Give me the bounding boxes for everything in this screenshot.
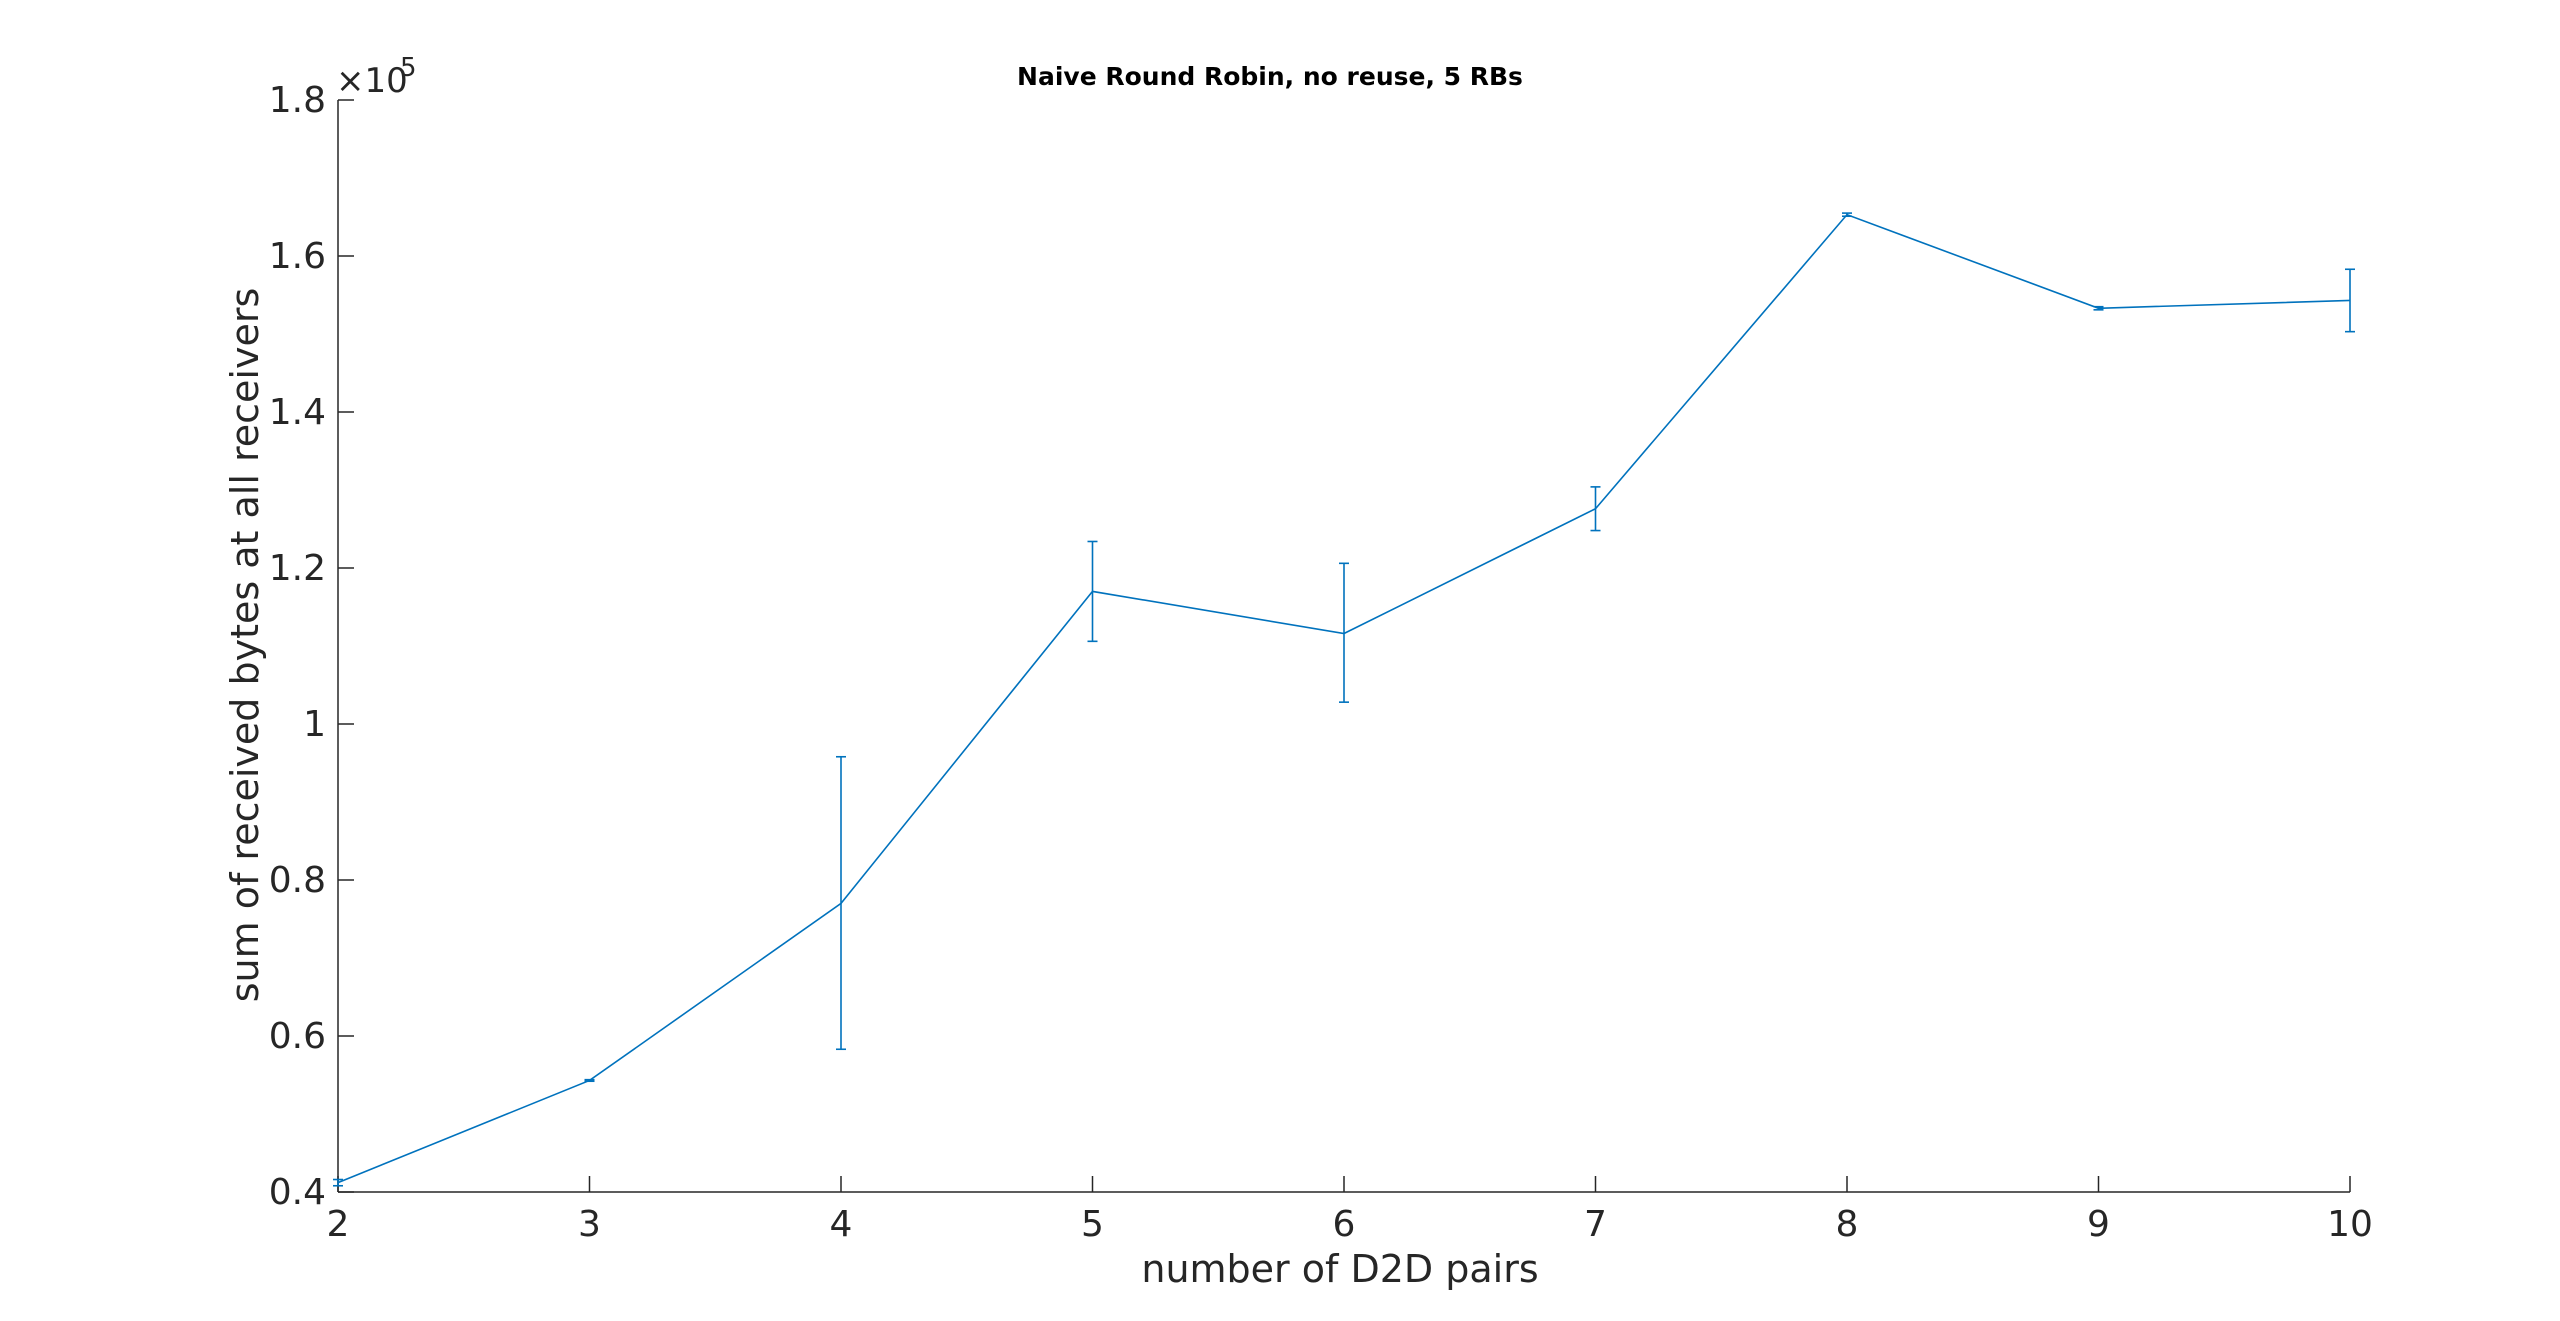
x-tick-label: 6	[1333, 1204, 1356, 1245]
error-bar	[584, 1078, 595, 1083]
y-tick-label: 1	[303, 704, 326, 745]
x-tick-label: 4	[830, 1204, 853, 1245]
error-bar	[1339, 562, 1349, 703]
x-tick-label: 5	[1081, 1204, 1104, 1245]
error-bar	[1087, 540, 1098, 643]
x-tick-label: 3	[578, 1204, 601, 1245]
x-axis-label: number of D2D pairs	[1141, 1247, 1538, 1291]
y-tick-label: 1.4	[269, 392, 326, 433]
error-bar	[2345, 268, 2355, 333]
y-axis-exponent: ×10 5	[336, 53, 417, 101]
y-ticks: 0.4 0.6 0.8 1 1.2 1.4 1.6 1.8	[269, 80, 354, 1213]
x-ticks: 2 3 4 5 6 7 8 9 10	[327, 1176, 2373, 1245]
x-tick-label: 2	[327, 1204, 350, 1245]
error-bar	[1842, 212, 1852, 218]
y-tick-label: 0.6	[269, 1016, 326, 1057]
y-axis-label: sum of received bytes at all receivers	[223, 288, 267, 1003]
error-bar	[333, 1178, 343, 1187]
y-tick-label: 0.4	[269, 1172, 326, 1213]
y-tick-label: 1.6	[269, 236, 326, 277]
y-tick-label: 1.8	[269, 80, 326, 121]
y-exponent-base: ×10	[336, 61, 408, 101]
y-tick-label: 0.8	[269, 860, 326, 901]
error-bar	[1590, 486, 1601, 532]
series-group	[333, 212, 2355, 1187]
x-tick-label: 7	[1584, 1204, 1607, 1245]
y-tick-label: 1.2	[269, 548, 326, 589]
x-tick-label: 10	[2327, 1204, 2373, 1245]
error-bar	[2093, 305, 2104, 311]
chart-title: Naive Round Robin, no reuse, 5 RBs	[1017, 62, 1523, 91]
x-tick-label: 9	[2087, 1204, 2110, 1245]
error-bar	[836, 755, 846, 1051]
x-tick-label: 8	[1836, 1204, 1859, 1245]
y-exponent-power: 5	[400, 53, 417, 83]
